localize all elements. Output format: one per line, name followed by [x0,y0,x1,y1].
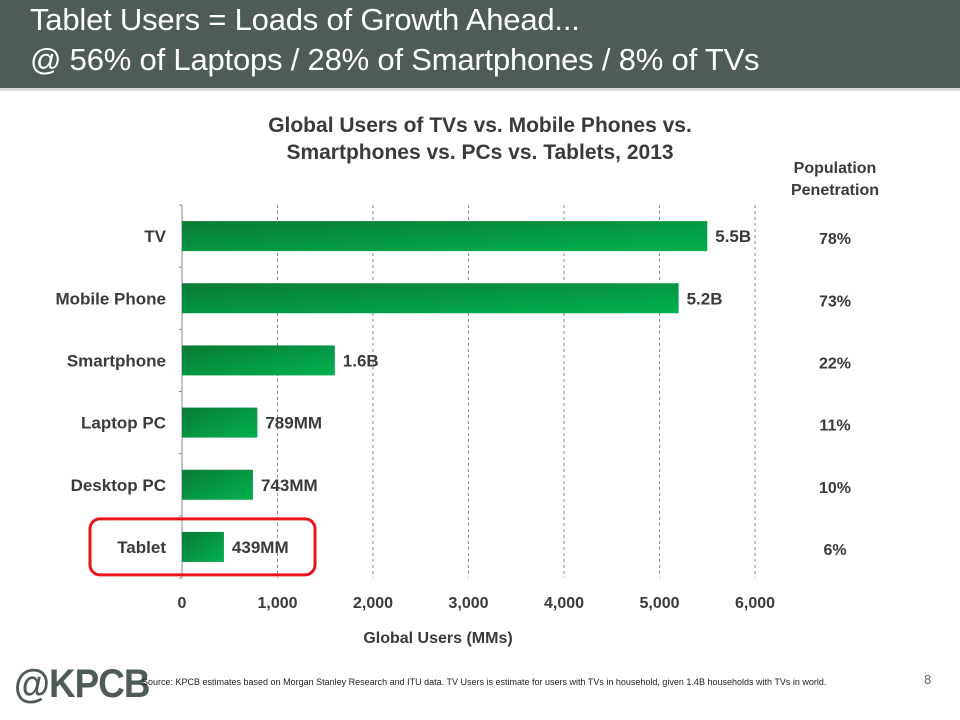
chart-title-line-2: Smartphones vs. PCs vs. Tablets, 2013 [286,141,674,164]
x-tick-label: 6,000 [735,595,775,612]
penetration-value: 10% [819,480,851,497]
slide-header: Tablet Users = Loads of Growth Ahead... … [0,0,960,88]
category-label: TV [144,227,166,246]
pp-header-line-1: Population [793,160,877,177]
bar-smartphone [182,345,335,376]
bar-tablet [182,531,224,562]
population-penetration-header: Population Penetration [770,158,900,202]
penetration-value: 11% [819,418,850,435]
kpcb-logo: @KPCB [14,662,150,706]
x-tick-label: 0 [178,595,187,612]
value-label: 5.5B [715,227,751,246]
x-axis-title: Global Users (MMs) [363,630,512,647]
chart-title-line-1: Global Users of TVs vs. Mobile Phones vs… [268,114,692,137]
category-label: Laptop PC [81,414,166,433]
penetration-value: 73% [819,293,851,310]
bar-desktop-pc [182,469,253,500]
value-label: 5.2B [687,289,723,308]
labels: 0 1,000 2,000 3,000 4,000 5,000 6,000 TV 5.5B 78%… [56,227,852,612]
bar-laptop-pc [182,407,258,438]
penetration-value: 78% [819,231,851,248]
value-label: 789MM [265,414,322,433]
header-divider [0,88,960,91]
penetration-value: 6% [823,542,846,559]
x-tick-label: 2,000 [353,595,393,612]
category-label: Desktop PC [71,476,166,495]
bars [182,221,708,562]
bar-tv [182,221,708,252]
y-axis [179,204,183,579]
highlight-box [88,517,317,577]
x-tick-label: 1,000 [257,595,297,612]
category-label: Mobile Phone [56,289,167,308]
category-label: Smartphone [67,351,166,370]
category-label: Tablet [117,538,166,557]
x-tick-label: 5,000 [639,595,679,612]
value-label: 439MM [232,538,289,557]
penetration-value: 22% [819,355,851,372]
bar-mobile-phone [182,283,679,314]
x-tick-label: 4,000 [544,595,584,612]
value-label: 743MM [261,476,318,495]
page-number: 8 [924,672,932,687]
chart-title: Global Users of TVs vs. Mobile Phones vs… [200,112,760,166]
slide-title-line-2: @ 56% of Laptops / 28% of Smartphones / … [30,42,760,77]
pp-header-line-2: Penetration [790,182,879,199]
value-label: 1.6B [343,351,379,370]
slide-title-line-1: Tablet Users = Loads of Growth Ahead... [30,2,580,37]
x-tick-label: 3,000 [448,595,488,612]
gridlines [277,205,756,578]
source-note: Source: KPCB estimates based on Morgan S… [142,677,827,687]
